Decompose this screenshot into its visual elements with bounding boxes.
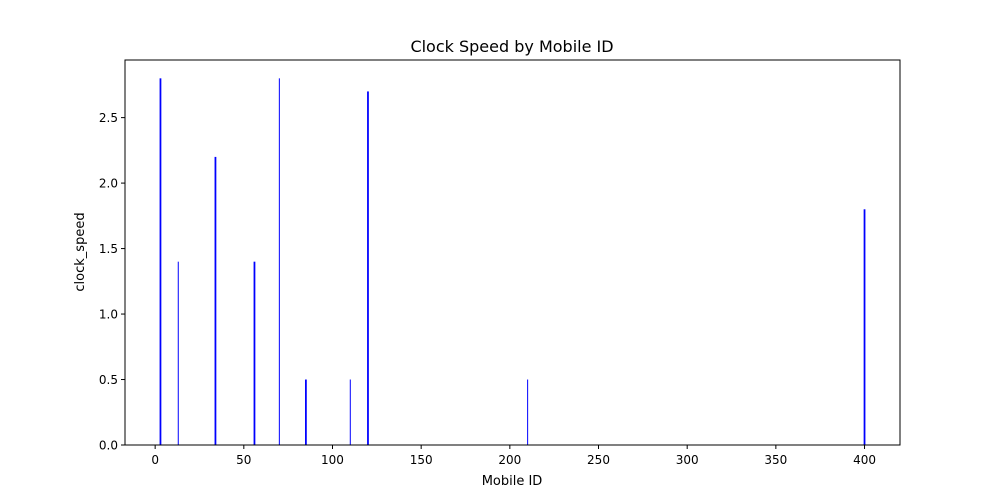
- y-tick-label: 0.0: [99, 439, 118, 453]
- x-tick-label: 350: [764, 453, 787, 467]
- x-tick-label: 150: [410, 453, 433, 467]
- x-tick-label: 50: [236, 453, 251, 467]
- y-tick-label: 1.5: [99, 242, 118, 256]
- bar-mobile-210: [527, 379, 529, 445]
- y-tick-label: 2.0: [99, 177, 118, 191]
- y-axis-ticks: 0.0 0.5 1.0 1.5 2.0 2.5: [99, 111, 125, 453]
- bar-mobile-34: [214, 156, 217, 445]
- bar-mobile-120: [367, 91, 369, 446]
- bar-mobile-85: [305, 379, 307, 445]
- bar-mobile-56: [253, 261, 256, 445]
- bar-mobile-13: [177, 261, 179, 445]
- bar-mobile-400: [863, 209, 866, 445]
- bar-mobile-110: [349, 379, 351, 445]
- bar-mobile-70: [278, 78, 280, 445]
- y-tick-label: 0.5: [99, 373, 118, 387]
- bar-mobile-3: [159, 78, 162, 445]
- x-axis-label: Mobile ID: [482, 474, 543, 489]
- y-tick-label: 2.5: [99, 111, 118, 125]
- y-axis-label: clock_speed: [73, 212, 88, 291]
- x-axis-ticks: 0 50 100 150 200 250 300 350 400: [151, 445, 876, 467]
- x-tick-label: 300: [676, 453, 699, 467]
- chart-title: Clock Speed by Mobile ID: [410, 37, 613, 56]
- bars-group: [159, 78, 866, 446]
- x-tick-label: 200: [498, 453, 521, 467]
- y-tick-label: 1.0: [99, 308, 118, 322]
- x-tick-label: 0: [151, 453, 159, 467]
- x-tick-label: 100: [321, 453, 344, 467]
- plot-area-frame: [124, 59, 901, 446]
- x-tick-label: 400: [853, 453, 876, 467]
- x-tick-label: 250: [587, 453, 610, 467]
